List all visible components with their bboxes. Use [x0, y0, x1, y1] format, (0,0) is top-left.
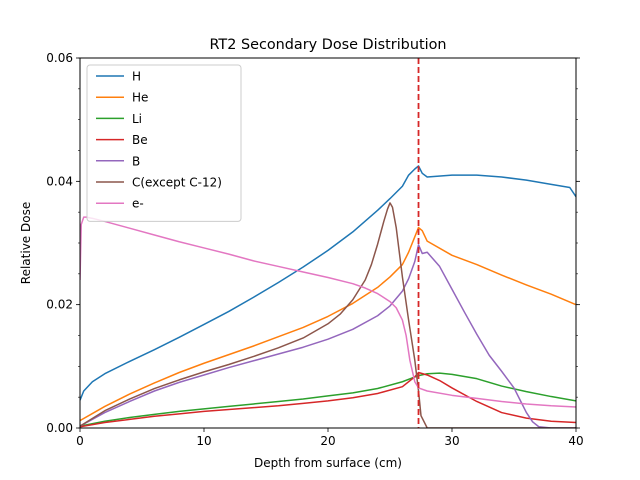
x-tick-label: 20	[320, 434, 335, 448]
series-line-0	[80, 165, 576, 401]
legend-label-3: Be	[132, 133, 148, 147]
series-line-3	[80, 371, 576, 428]
legend-box	[86, 64, 242, 222]
y-tick-label: 0.06	[46, 51, 73, 65]
x-tick-label: 30	[444, 434, 459, 448]
series-line-4	[80, 244, 576, 428]
legend-label-1: He	[132, 91, 148, 105]
x-tick-label: 0	[76, 434, 84, 448]
x-tick-label: 10	[196, 434, 211, 448]
chart-title: RT2 Secondary Dose Distribution	[209, 37, 446, 53]
x-axis-label: Depth from surface (cm)	[254, 456, 402, 470]
y-tick-label: 0.04	[46, 174, 73, 188]
legend-label-5: C(except C-12)	[132, 176, 222, 190]
series-line-6	[80, 216, 576, 408]
legend-label-2: Li	[132, 112, 142, 126]
y-tick-label: 0.02	[46, 298, 73, 312]
x-tick-label: 40	[568, 434, 583, 448]
plot-frame	[79, 57, 577, 429]
series-layer	[80, 165, 576, 428]
y-tick-label: 0.00	[46, 421, 73, 435]
legend-label-0: H	[132, 70, 141, 84]
legend-label-4: B	[132, 154, 140, 168]
series-line-5	[80, 202, 576, 428]
axis-layer: 0 10 20 30 40 0.00 0.02 0.04 0.06	[46, 51, 583, 448]
series-line-2	[80, 372, 576, 427]
series-line-1	[80, 226, 576, 422]
legend-label-6: e-	[132, 197, 144, 211]
y-axis-label: Relative Dose	[19, 202, 33, 284]
legend: H He Li Be B C(except C-12) e-	[86, 64, 242, 222]
